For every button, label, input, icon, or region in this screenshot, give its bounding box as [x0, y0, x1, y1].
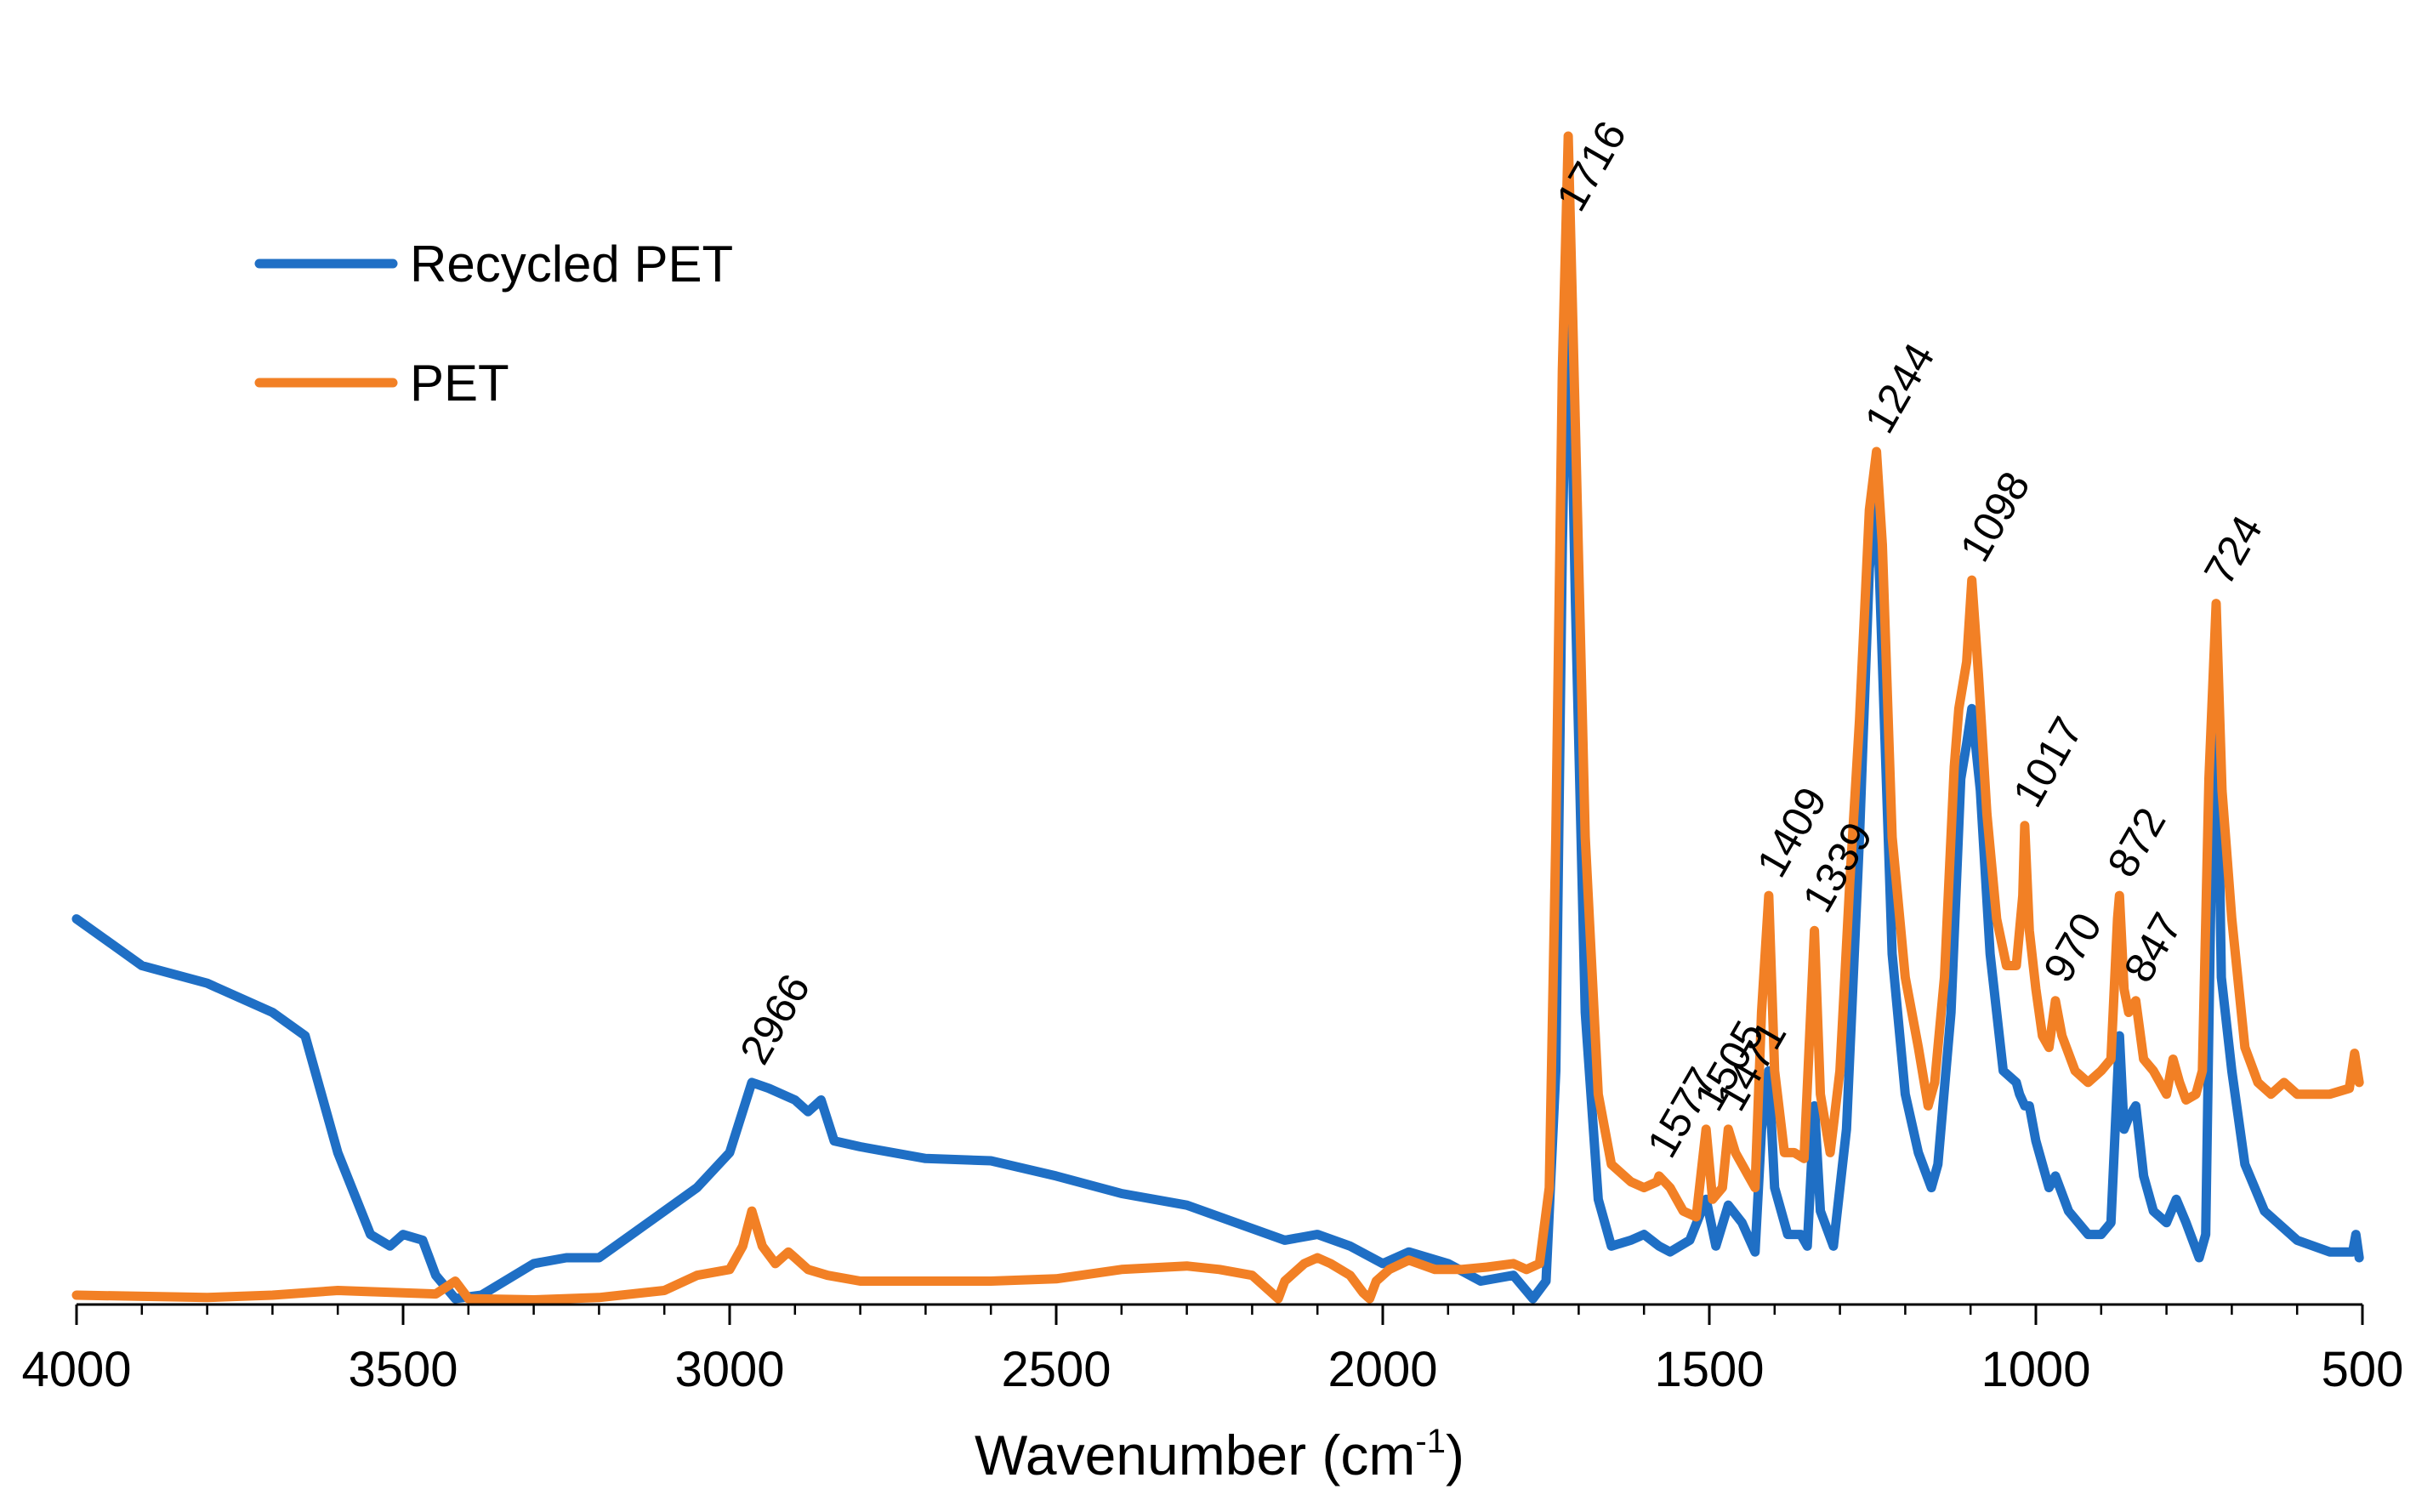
- peak-label: 872: [2098, 799, 2174, 884]
- x-tick-label: 500: [2322, 1342, 2404, 1397]
- peak-label: 970: [2034, 905, 2111, 990]
- legend-label: PET: [410, 355, 509, 412]
- peak-label: 1244: [1856, 335, 1944, 441]
- x-tick-label: 1000: [1981, 1342, 2090, 1397]
- x-axis-title-close: ): [1446, 1424, 1464, 1486]
- legend-label: Recycled PET: [410, 236, 733, 293]
- series-line-pet: [71, 131, 2364, 1305]
- peak-label: 1098: [1951, 463, 2039, 569]
- x-tick-label: 3500: [348, 1342, 458, 1397]
- x-tick-label: 4000: [21, 1342, 131, 1397]
- x-axis-title-text: Wavenumber (cm: [975, 1424, 1415, 1486]
- x-tick-label: 2000: [1327, 1342, 1437, 1397]
- series-layer: [71, 131, 2364, 1305]
- peak-label: 1017: [2004, 709, 2092, 815]
- x-axis-title: Wavenumber (cm-1): [975, 1423, 1464, 1486]
- peak-label: 724: [2195, 508, 2271, 593]
- x-axis-title-superscript: -1: [1415, 1423, 1446, 1460]
- x-tick-label: 3000: [674, 1342, 784, 1397]
- x-axis: 4000 3500 3000 2500 2000 1500 1000 500: [21, 1303, 2404, 1397]
- x-tick-label: 1500: [1654, 1342, 1764, 1397]
- x-tick-label: 2500: [1001, 1342, 1111, 1397]
- peak-label: 2966: [730, 966, 819, 1071]
- legend: Recycled PET PET: [254, 236, 733, 412]
- series-line-recycled-pet: [71, 225, 2364, 1304]
- peak-label: 1716: [1547, 113, 1635, 219]
